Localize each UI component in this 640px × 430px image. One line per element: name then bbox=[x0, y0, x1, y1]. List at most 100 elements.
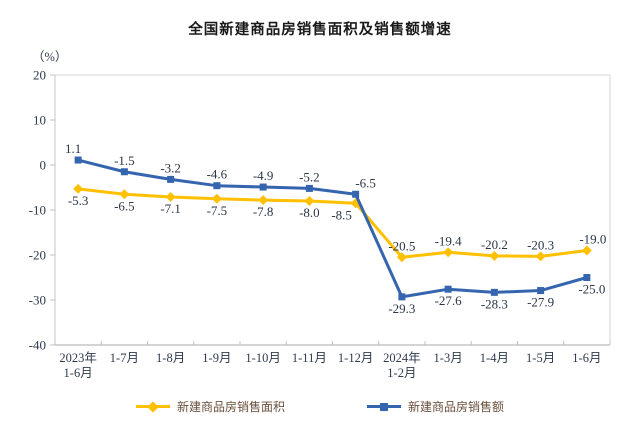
x-axis: 2023年 1-6月1-7月 1-8月 1-9月 1-10月 1-11月 1-12月 2024… bbox=[54, 341, 611, 380]
data-label: -3.2 bbox=[160, 160, 181, 175]
data-label: -19.4 bbox=[435, 233, 463, 248]
data-label: -7.8 bbox=[253, 204, 274, 219]
x-category-label: 1-9月 bbox=[202, 351, 231, 365]
x-category-label-line: 1-9月 bbox=[202, 351, 231, 365]
x-category-label: 2024年 1-2月 bbox=[383, 351, 421, 380]
data-label: -19.0 bbox=[579, 232, 606, 247]
x-category-label-line: 1-2月 bbox=[387, 366, 416, 380]
x-category-label: 1-10月 bbox=[245, 351, 280, 365]
x-category-label-line: 1-7月 bbox=[110, 351, 139, 365]
square-data-point bbox=[490, 288, 498, 296]
square-data-point bbox=[120, 168, 128, 176]
x-category-label-line: 1-8月 bbox=[156, 351, 185, 365]
diamond-data-point bbox=[165, 192, 176, 202]
chart-title: 全国新建商品房销售面积及销售额增速 bbox=[188, 22, 452, 38]
square-data-point bbox=[259, 183, 267, 191]
data-label: -20.2 bbox=[481, 237, 508, 252]
y-tick-label: 10 bbox=[33, 113, 46, 128]
x-category-label-line: 1-12月 bbox=[338, 351, 373, 365]
diamond-data-point bbox=[119, 189, 130, 200]
y-axis-unit-label: （%） bbox=[32, 50, 68, 64]
legend-label-sales-amount: 新建商品房销售额 bbox=[408, 400, 505, 414]
y-axis: 20 10 0 -10 -20 -30 -40 bbox=[29, 68, 55, 353]
x-category-label-line: 1-5月 bbox=[526, 351, 555, 365]
x-category-label: 1-4月 bbox=[480, 351, 509, 365]
diamond-data-point bbox=[258, 195, 269, 206]
x-category-label-line: 1-6月 bbox=[572, 351, 601, 365]
y-tick-label: 0 bbox=[40, 158, 47, 173]
data-label: -8.0 bbox=[299, 205, 320, 220]
diamond-data-point bbox=[581, 245, 592, 256]
data-label: -25.0 bbox=[578, 282, 605, 297]
x-category-label-line: 1-10月 bbox=[245, 351, 280, 365]
square-data-point bbox=[537, 287, 545, 295]
y-tick-label: -40 bbox=[29, 338, 46, 353]
data-labels-sales-amount: 1.1 -1.5 -3.2 -4.6 -4.9 -5.2 -6.5 -29.3 -27.6 -28… bbox=[65, 141, 605, 316]
square-data-point bbox=[352, 190, 360, 198]
data-label: -6.5 bbox=[114, 198, 135, 213]
y-tick-label: 20 bbox=[33, 68, 46, 83]
diamond-data-point bbox=[535, 251, 546, 262]
legend-label-sales-area: 新建商品房销售面积 bbox=[176, 400, 285, 414]
square-data-point bbox=[444, 285, 452, 293]
series-line-sales-area bbox=[76, 187, 589, 259]
data-label: -6.5 bbox=[355, 175, 376, 190]
x-category-label-line: 1-11月 bbox=[292, 351, 327, 365]
legend: 新建商品房销售面积 新建商品房销售额 bbox=[0, 398, 640, 415]
square-data-point bbox=[213, 182, 221, 190]
data-label: -27.9 bbox=[527, 295, 554, 310]
y-tick-label: -30 bbox=[29, 293, 46, 308]
data-label: -20.5 bbox=[388, 238, 415, 253]
data-label: -29.3 bbox=[388, 301, 415, 316]
data-label: -20.3 bbox=[527, 237, 554, 252]
data-labels-sales-area: -5.3 -6.5 -7.1 -7.5 -7.8 -8.0 -8.5 -20.5 -19.4 -2… bbox=[68, 193, 607, 253]
y-tick-label: -10 bbox=[29, 203, 46, 218]
diamond-data-point bbox=[396, 252, 407, 263]
square-marker-icon bbox=[380, 402, 388, 411]
x-category-label: 2023年 1-6月 bbox=[59, 351, 97, 380]
diamond-data-point bbox=[211, 193, 222, 204]
data-label: -8.5 bbox=[331, 207, 352, 222]
x-category-label: 1-3月 bbox=[434, 351, 463, 365]
diamond-data-point bbox=[304, 196, 315, 206]
x-category-label: 1-12月 bbox=[338, 351, 373, 365]
x-category-label-line: 1-4月 bbox=[480, 351, 509, 365]
x-category-label-line: 1-3月 bbox=[434, 351, 463, 365]
data-label: -28.3 bbox=[481, 296, 508, 311]
data-label: -27.6 bbox=[435, 293, 463, 308]
square-data-point bbox=[398, 293, 406, 301]
data-label: 1.1 bbox=[65, 141, 81, 156]
square-data-point bbox=[74, 156, 82, 164]
series-sales-amount bbox=[74, 156, 591, 301]
x-category-label: 1-6月 bbox=[572, 351, 601, 365]
data-label: -7.5 bbox=[207, 203, 228, 218]
x-category-label: 1-7月 bbox=[110, 351, 139, 365]
x-category-label: 1-5月 bbox=[526, 351, 555, 365]
data-label: -5.3 bbox=[68, 193, 89, 208]
legend-line-sales-area bbox=[135, 400, 170, 413]
square-data-point bbox=[305, 184, 313, 192]
x-category-label: 1-11月 bbox=[292, 351, 327, 365]
legend-item-sales-amount: 新建商品房销售额 bbox=[367, 398, 504, 415]
x-category-label-line: 1-6月 bbox=[64, 366, 93, 380]
square-data-point bbox=[583, 274, 591, 281]
data-label: -5.2 bbox=[299, 169, 320, 184]
square-data-point bbox=[167, 175, 175, 183]
x-category-label-line: 2023年 bbox=[59, 351, 97, 365]
data-label: -4.9 bbox=[253, 168, 274, 183]
x-category-label: 1-8月 bbox=[156, 351, 185, 365]
series-sales-area bbox=[73, 183, 592, 263]
data-label: -4.6 bbox=[207, 167, 228, 182]
y-tick-label: -20 bbox=[29, 248, 46, 263]
series-line-sales-amount bbox=[76, 158, 589, 299]
data-label: -1.5 bbox=[114, 153, 135, 168]
diamond-data-point bbox=[443, 247, 454, 258]
diamond-marker-icon bbox=[147, 400, 159, 413]
legend-item-sales-area: 新建商品房销售面积 bbox=[135, 398, 285, 415]
diamond-data-point bbox=[489, 250, 500, 261]
data-label: -7.1 bbox=[160, 201, 181, 216]
diamond-data-point bbox=[73, 183, 84, 194]
x-category-label-line: 2024年 bbox=[383, 351, 421, 365]
